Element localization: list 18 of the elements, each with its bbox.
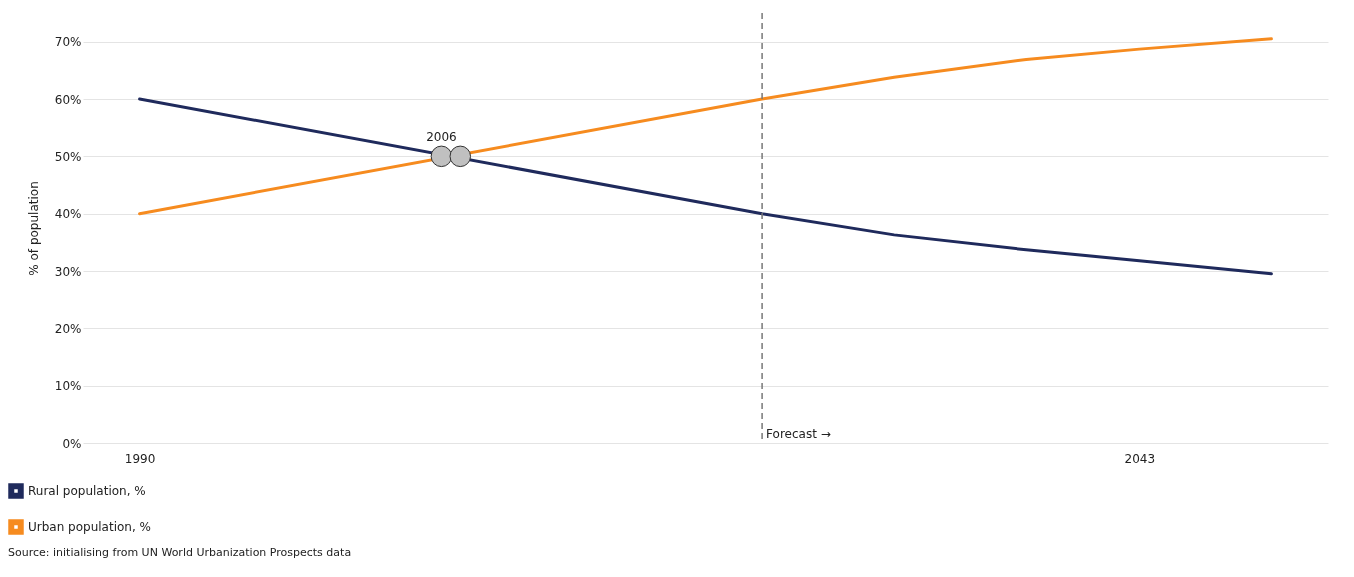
y-tick-label: 40%	[54, 207, 82, 222]
y-tick-label: 0%	[62, 436, 82, 451]
y-tick-label: 20%	[54, 321, 82, 336]
annotation: 2006	[426, 130, 457, 145]
ref-line-label: Forecast →	[766, 427, 831, 441]
y-tick-label: 70%	[54, 35, 82, 50]
x-tick-label: 2043	[1124, 451, 1156, 466]
legend-label: Urban population, %	[28, 520, 151, 534]
y-tick-label: 50%	[54, 149, 82, 164]
line-series	[138, 37, 1273, 216]
source-note: Source: initialising from UN World Urbanization Prospects data	[8, 546, 353, 559]
y-axis-title: % of population	[26, 181, 41, 276]
legend-label: Rural population, %	[28, 484, 146, 498]
y-tick-label: 60%	[54, 92, 82, 107]
y-tick-label: 10%	[54, 379, 82, 394]
y-tick-label: 30%	[54, 264, 82, 279]
line-series	[138, 97, 1273, 276]
x-tick-label: 1990	[124, 451, 156, 466]
